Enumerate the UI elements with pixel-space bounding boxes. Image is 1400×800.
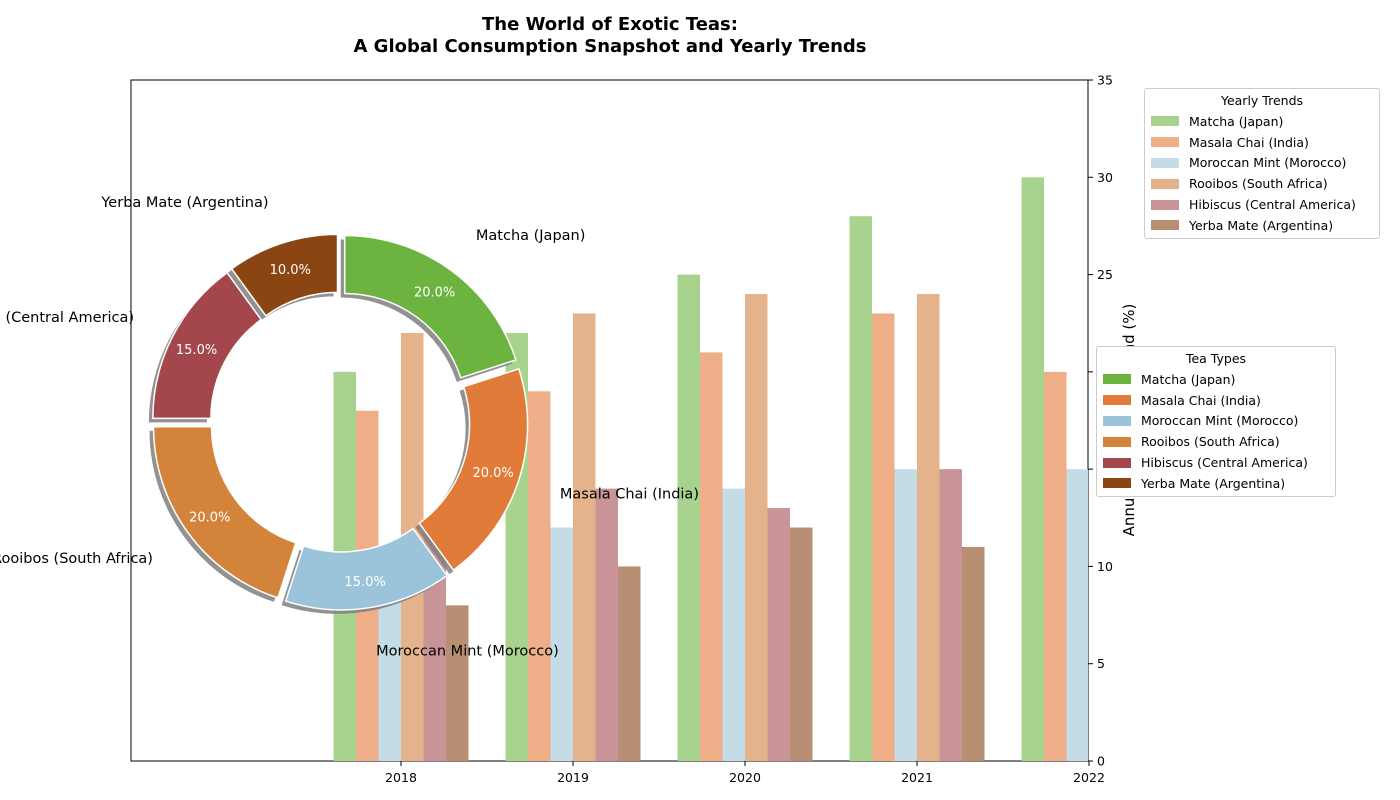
legend-trend-item-5: Yerba Mate (Argentina)	[1145, 215, 1379, 236]
wedge-2	[284, 527, 449, 611]
legend-trend-swatch	[1151, 220, 1179, 231]
y-tick-label: 35	[1097, 73, 1113, 88]
bar-5-3	[962, 546, 985, 761]
legend-trend-item-1: Masala Chai (India)	[1145, 132, 1379, 153]
legend-type-label: Rooibos (South Africa)	[1141, 434, 1280, 450]
x-tick-label: 2022	[1073, 770, 1105, 785]
x-tick-label: 2020	[729, 770, 761, 785]
legend-trend-swatch	[1151, 137, 1179, 148]
legend-type-item-1: Masala Chai (India)	[1097, 390, 1335, 411]
legend-type-item-0: Matcha (Japan)	[1097, 369, 1335, 390]
legend-type-swatch	[1103, 415, 1131, 426]
legend-trend-label: Moroccan Mint (Morocco)	[1189, 155, 1347, 171]
bar-2-3	[894, 469, 917, 761]
wedge-5	[230, 233, 339, 317]
wedge-pct-1: 20.0%	[472, 466, 513, 481]
legend-trend-label: Rooibos (South Africa)	[1189, 176, 1328, 192]
y-tick-label: 25	[1097, 267, 1113, 282]
legend-trend-label: Yerba Mate (Argentina)	[1189, 217, 1334, 233]
legend-trend-swatch	[1151, 116, 1179, 127]
x-tick-label: 2019	[557, 770, 589, 785]
chart-title-line-2: A Global Consumption Snapshot and Yearly…	[353, 36, 866, 57]
legend-type-swatch	[1103, 436, 1131, 447]
wedge-label-5: Yerba Mate (Argentina)	[100, 195, 268, 211]
legend-type-label: Moroccan Mint (Morocco)	[1141, 413, 1299, 429]
legend-trend-item-2: Moroccan Mint (Morocco)	[1145, 153, 1379, 174]
bar-1-3	[872, 313, 895, 761]
legend-trend-swatch	[1151, 178, 1179, 189]
wedge-label-3: Rooibos (South Africa)	[0, 551, 153, 567]
legend-yearly-trends-title: Yearly Trends	[1220, 93, 1304, 108]
y-tick-label: 5	[1097, 656, 1105, 671]
wedge-label-0: Matcha (Japan)	[476, 228, 586, 244]
wedge-label-1: Masala Chai (India)	[560, 486, 699, 502]
legend-tea-types-title: Tea Types	[1185, 351, 1247, 366]
bar-2-1	[550, 527, 573, 761]
bar-3-1	[573, 313, 596, 761]
x-axis: 2018 2019 2020 2021 2022	[385, 761, 1105, 785]
bar-4-3	[939, 469, 962, 761]
y-tick-label: 10	[1097, 559, 1113, 574]
bar-2-2	[722, 488, 745, 761]
legend-type-label: Yerba Mate (Argentina)	[1141, 475, 1286, 491]
legend-type-item-2: Moroccan Mint (Morocco)	[1097, 411, 1335, 432]
bar-4-2	[767, 508, 790, 761]
wedge-1	[418, 367, 529, 572]
bar-5-2	[790, 527, 813, 761]
bar-2-0	[378, 566, 401, 761]
legend-trend-item-4: Hibiscus (Central America)	[1145, 194, 1379, 215]
legend-type-swatch	[1103, 457, 1131, 468]
bar-4-1	[595, 488, 618, 761]
legend-type-item-3: Rooibos (South Africa)	[1097, 431, 1335, 452]
legend-type-item-5: Yerba Mate (Argentina)	[1097, 473, 1335, 494]
legend-trend-item-3: Rooibos (South Africa)	[1145, 173, 1379, 194]
wedge-pct-3: 20.0%	[189, 511, 230, 526]
legend-type-label: Hibiscus (Central America)	[1141, 455, 1308, 471]
wedge-pct-5: 10.0%	[270, 263, 311, 278]
wedge-4	[152, 271, 263, 420]
bars-layer	[333, 177, 1088, 762]
legend-type-label: Matcha (Japan)	[1141, 371, 1236, 387]
donut-chart: Matcha (Japan) 20.0% Masala Chai (India) 20…	[0, 195, 699, 659]
legend-trend-swatch	[1151, 199, 1179, 210]
legend-type-swatch	[1103, 478, 1131, 489]
x-tick-label: 2021	[901, 770, 933, 785]
wedge-3	[152, 425, 297, 599]
bar-1-2	[700, 352, 723, 761]
bar-5-0	[446, 605, 469, 761]
wedge-pct-0: 20.0%	[414, 286, 455, 301]
legend-trend-swatch	[1151, 157, 1179, 168]
wedge-label-2: Moroccan Mint (Morocco)	[376, 643, 559, 659]
bar-3-3	[917, 294, 940, 761]
chart-title-line-1: The World of Exotic Teas:	[482, 14, 738, 35]
legend-type-label: Masala Chai (India)	[1141, 392, 1261, 408]
y-tick-label: 0	[1097, 754, 1105, 769]
legend-tea-types: Tea Types Matcha (Japan) Masala Chai (Ind…	[1096, 346, 1336, 497]
bar-0-4	[1021, 177, 1044, 762]
wedge-pct-4: 15.0%	[176, 343, 217, 358]
y-tick-label: 30	[1097, 170, 1113, 185]
bar-2-4	[1066, 469, 1088, 761]
bar-3-2	[745, 294, 768, 761]
wedge-label-4: Hibiscus (Central America)	[0, 310, 134, 326]
x-tick-label: 2018	[385, 770, 417, 785]
wedge-0	[343, 234, 517, 379]
bar-5-1	[618, 566, 641, 761]
legend-trend-item-0: Matcha (Japan)	[1145, 111, 1379, 132]
legend-trend-label: Matcha (Japan)	[1189, 113, 1284, 129]
bar-1-4	[1044, 371, 1067, 761]
wedge-pct-2: 15.0%	[345, 575, 386, 590]
legend-trend-label: Masala Chai (India)	[1189, 134, 1309, 150]
legend-trend-label: Hibiscus (Central America)	[1189, 197, 1356, 213]
bar-0-2	[677, 274, 700, 761]
legend-type-item-4: Hibiscus (Central America)	[1097, 452, 1335, 473]
legend-type-swatch	[1103, 395, 1131, 406]
bar-1-1	[528, 391, 551, 761]
legend-type-swatch	[1103, 374, 1131, 385]
bar-0-3	[849, 216, 872, 761]
legend-yearly-trends: Yearly Trends Matcha (Japan) Masala Chai …	[1144, 88, 1380, 239]
